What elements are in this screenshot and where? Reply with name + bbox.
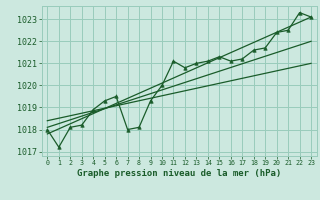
X-axis label: Graphe pression niveau de la mer (hPa): Graphe pression niveau de la mer (hPa)	[77, 169, 281, 178]
